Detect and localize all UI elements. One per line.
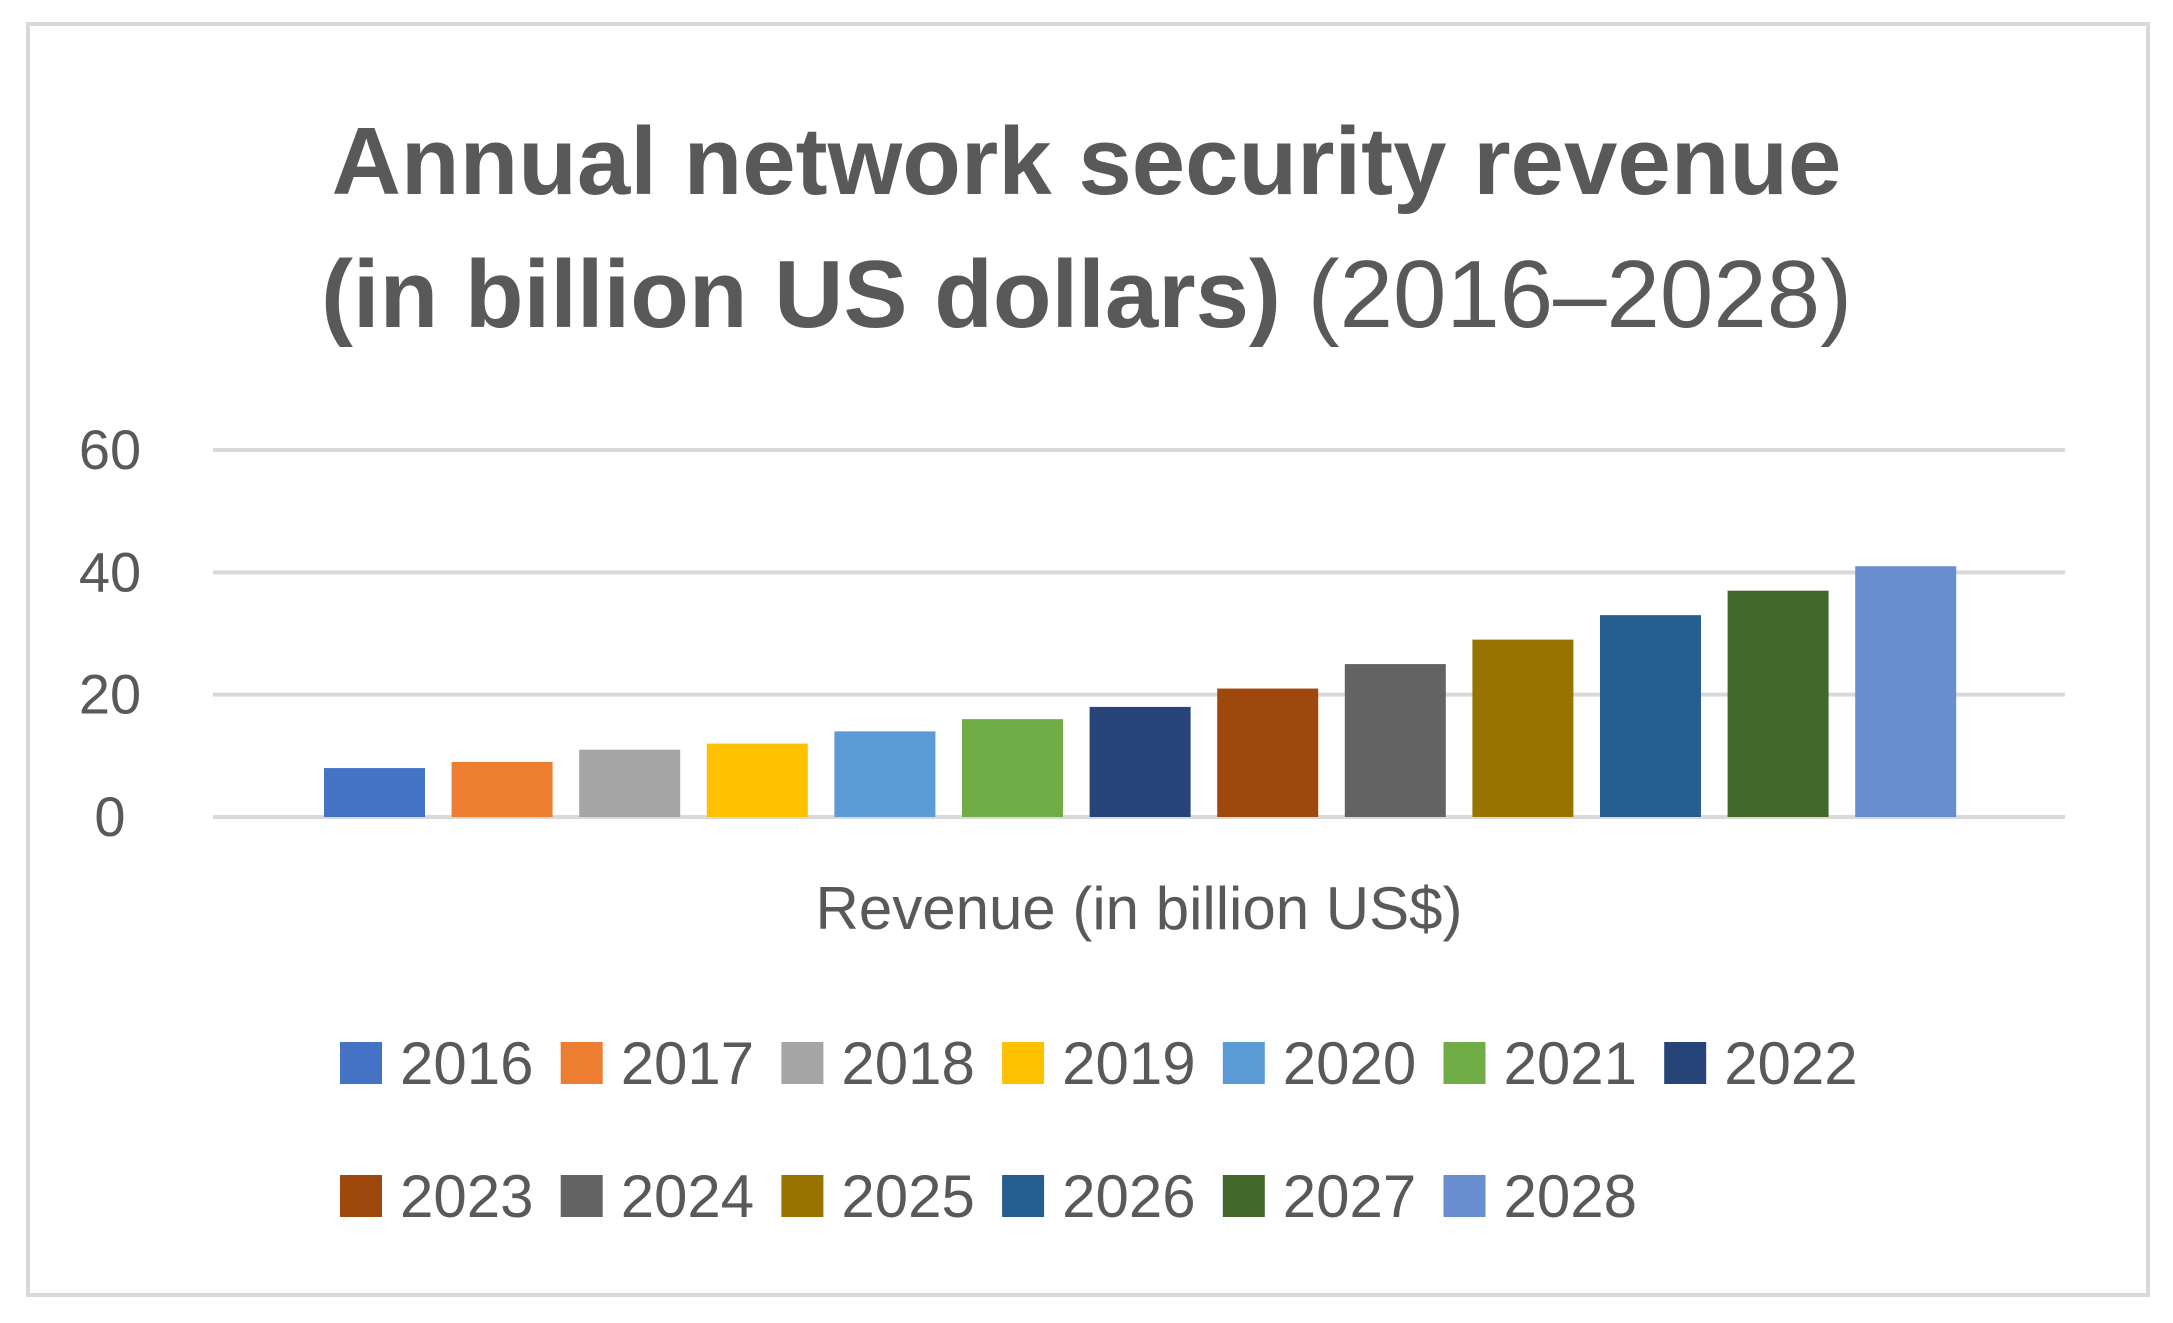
legend-item-2025: 2025 [781, 1163, 975, 1230]
legend-label-2025: 2025 [841, 1163, 974, 1230]
bar-2020 [834, 731, 936, 817]
chart-title-line1: Annual network security revenue [331, 108, 1842, 215]
bar-2018 [579, 749, 681, 817]
legend: 2016 2017 2018 2019 2020 2021 2022 2023 2024 2025… [340, 1030, 1858, 1230]
bars [324, 566, 1957, 817]
bar-2016 [324, 768, 425, 817]
legend-swatch-2016 [340, 1042, 382, 1084]
legend-item-2017: 2017 [560, 1030, 754, 1097]
bar-2023 [1217, 688, 1319, 817]
legend-label-2021: 2021 [1504, 1030, 1637, 1097]
legend-swatch-2024 [560, 1175, 603, 1217]
x-axis-label: Revenue (in billion US$) [816, 875, 1463, 942]
legend-label-2026: 2026 [1062, 1163, 1195, 1230]
legend-item-2019: 2019 [1002, 1030, 1196, 1097]
y-tick-label-40: 40 [79, 540, 141, 603]
bar-2026 [1600, 615, 1701, 817]
legend-swatch-2018 [781, 1042, 824, 1084]
legend-label-2022: 2022 [1724, 1030, 1857, 1097]
bar-2028 [1855, 566, 1957, 817]
chart-title-line2-bold: (in billion US dollars) [320, 241, 1281, 348]
legend-swatch-2017 [560, 1042, 603, 1084]
bar-2021 [962, 719, 1063, 817]
y-tick-label-0: 0 [94, 785, 125, 848]
chart-title: Annual network security revenue (in bill… [0, 95, 2173, 361]
legend-item-2022: 2022 [1664, 1030, 1858, 1097]
legend-label-2018: 2018 [841, 1030, 974, 1097]
bar-2017 [451, 761, 553, 817]
legend-item-2027: 2027 [1222, 1163, 1416, 1230]
legend-item-2026: 2026 [1002, 1163, 1196, 1230]
chart-title-years: (2016–2028) [1307, 241, 1853, 348]
legend-swatch-2025 [781, 1175, 824, 1217]
legend-label-2024: 2024 [621, 1163, 754, 1230]
legend-label-2023: 2023 [400, 1163, 533, 1230]
legend-swatch-2022 [1664, 1042, 1707, 1084]
legend-swatch-2021 [1443, 1042, 1486, 1084]
bar-2024 [1344, 664, 1446, 817]
legend-swatch-2020 [1222, 1042, 1265, 1084]
legend-label-2020: 2020 [1283, 1030, 1416, 1097]
y-tick-label-20: 20 [79, 663, 141, 726]
legend-item-2028: 2028 [1443, 1163, 1637, 1230]
bar-2027 [1727, 590, 1829, 817]
y-axis-ticks: 0 20 40 60 [79, 418, 141, 848]
bar-2025 [1472, 639, 1574, 817]
legend-label-2027: 2027 [1283, 1163, 1416, 1230]
y-tick-label-60: 60 [79, 418, 141, 481]
legend-label-2019: 2019 [1062, 1030, 1195, 1097]
bar-2022 [1089, 706, 1191, 817]
legend-swatch-2027 [1222, 1175, 1265, 1217]
bar-2019 [706, 743, 808, 817]
legend-item-2020: 2020 [1222, 1030, 1416, 1097]
legend-label-2017: 2017 [621, 1030, 754, 1097]
legend-swatch-2028 [1443, 1175, 1486, 1217]
legend-swatch-2019 [1002, 1042, 1045, 1084]
legend-item-2023: 2023 [340, 1163, 533, 1230]
legend-label-2028: 2028 [1504, 1163, 1637, 1230]
legend-item-2016: 2016 [340, 1030, 533, 1097]
legend-swatch-2026 [1002, 1175, 1045, 1217]
legend-item-2018: 2018 [781, 1030, 975, 1097]
legend-label-2016: 2016 [400, 1030, 533, 1097]
legend-item-2021: 2021 [1443, 1030, 1637, 1097]
legend-swatch-2023 [340, 1175, 382, 1217]
legend-item-2024: 2024 [560, 1163, 754, 1230]
